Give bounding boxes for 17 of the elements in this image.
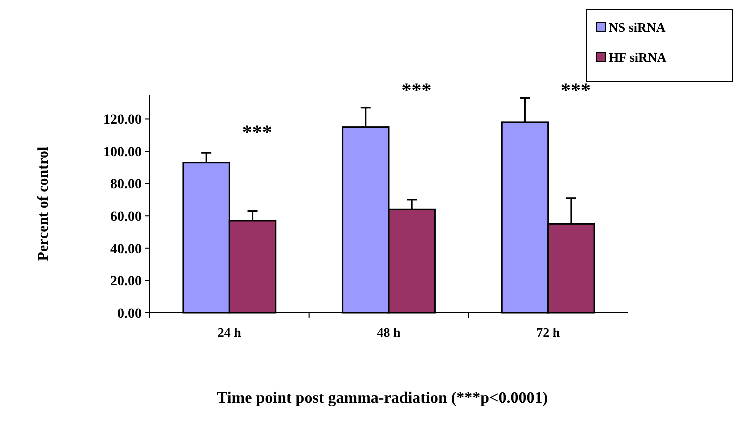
y-axis-title: Percent of control [36,146,52,262]
y-tick-label: 0.00 [118,306,142,322]
annotation: *** [402,80,432,102]
y-tick-label: 100.00 [104,145,142,160]
legend-label: HF siRNA [609,50,668,65]
annotation: *** [242,122,272,144]
x-tick-label: 72 h [536,325,561,340]
x-tick-label: 48 h [377,325,402,340]
y-tick-label: 80.00 [110,178,142,193]
y-tick-label: 60.00 [110,210,142,226]
y-tick-label: 20.00 [110,274,142,290]
annotation: *** [561,80,592,102]
legend-label: NS siRNA [609,20,666,35]
x-tick-label: 24 h [218,325,242,340]
y-tick-label: 40.00 [110,242,142,258]
y-tick-label: 120.00 [104,113,142,128]
x-axis-title: Time point post gamma-radiation (***p<0.0001) [216,390,548,407]
